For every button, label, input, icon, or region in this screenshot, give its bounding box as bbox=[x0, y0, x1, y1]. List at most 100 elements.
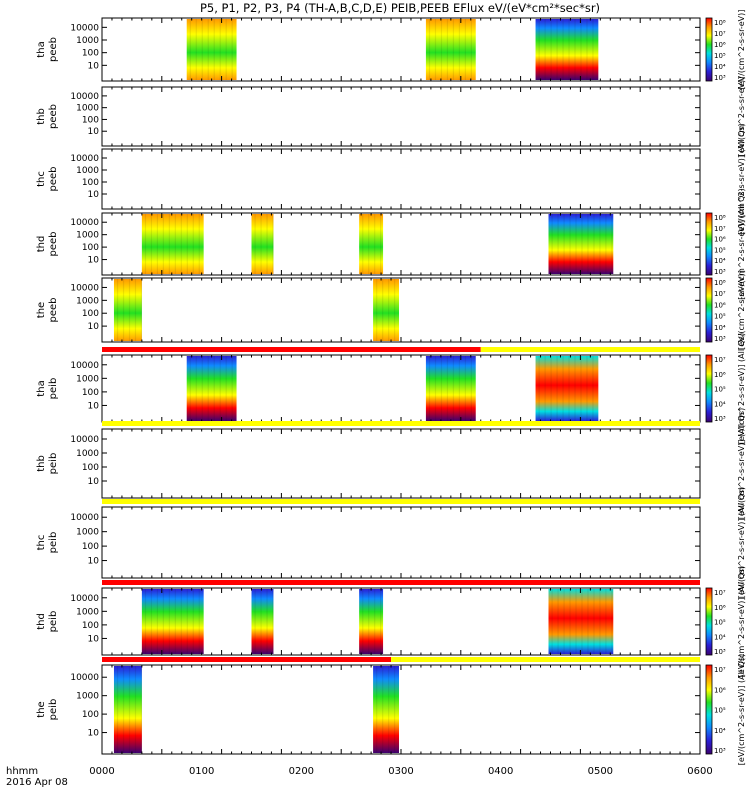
panel-frame bbox=[101, 506, 701, 579]
segment-striation bbox=[538, 356, 540, 421]
segment-striation bbox=[586, 19, 588, 80]
segment-striation bbox=[186, 589, 188, 654]
panel-label-product: peeb bbox=[48, 167, 59, 192]
colorbar-unit-label: [eV/(cm^2-s-sr-eV)] bbox=[737, 77, 746, 157]
panel-label-product: peib bbox=[48, 699, 59, 721]
segment-striation bbox=[544, 19, 546, 80]
panel-label-probe: thd bbox=[36, 236, 47, 253]
colorbar-tick-label: 10⁴ bbox=[714, 257, 726, 265]
y-tick-label: 10 bbox=[88, 557, 100, 567]
segment-striation bbox=[213, 356, 215, 421]
time-axis-label-date: 2016 Apr 08 bbox=[6, 777, 68, 788]
spectrogram-segment bbox=[186, 356, 237, 421]
panel-label-product: peeb bbox=[48, 298, 59, 323]
segment-striation bbox=[254, 214, 256, 274]
spectrogram-segment bbox=[535, 356, 599, 421]
panel-label-product: peib bbox=[48, 532, 59, 554]
segment-striation bbox=[599, 589, 601, 654]
panel-label-probe: thb bbox=[36, 455, 47, 472]
panel-label-probe: thd bbox=[36, 613, 47, 630]
x-tick-label: 0200 bbox=[289, 766, 314, 777]
y-tick-label: 1000 bbox=[76, 231, 99, 241]
segment-striation bbox=[611, 214, 613, 274]
spectrogram-segment bbox=[373, 279, 400, 341]
y-tick-label: 1000 bbox=[76, 607, 99, 617]
segment-striation bbox=[440, 19, 443, 80]
segment-striation bbox=[428, 356, 431, 421]
segment-striation bbox=[195, 19, 197, 80]
segment-striation bbox=[174, 214, 176, 274]
segment-striation bbox=[128, 279, 131, 341]
segment-striation bbox=[382, 279, 384, 341]
segment-striation bbox=[144, 214, 147, 274]
colorbar-tick-label: 10⁵ bbox=[714, 313, 726, 321]
y-tick-label: 1000 bbox=[76, 692, 99, 702]
segment-striation bbox=[380, 214, 382, 274]
segment-striation bbox=[168, 589, 170, 654]
segment-striation bbox=[140, 666, 143, 753]
x-tick-label: 0400 bbox=[488, 766, 513, 777]
colorbar-tick-label: 10⁴ bbox=[714, 727, 726, 735]
colorbar-tick-label: 10⁵ bbox=[714, 619, 726, 627]
y-tick-label: 10 bbox=[88, 634, 100, 644]
y-tick-label: 10000 bbox=[70, 218, 99, 228]
segment-striation bbox=[162, 589, 164, 654]
spectrogram-segment bbox=[251, 214, 274, 274]
segment-striation bbox=[272, 589, 274, 654]
spectrogram-segment bbox=[141, 214, 204, 274]
segment-striation bbox=[207, 356, 209, 421]
y-tick-label: 1000 bbox=[76, 296, 99, 306]
y-tick-label: 100 bbox=[82, 49, 99, 59]
spectrogram-segment bbox=[373, 666, 400, 753]
colorbar-tick-label: 10³ bbox=[714, 268, 726, 276]
segment-striation bbox=[189, 356, 191, 421]
colorbar-tick-label: 10⁷ bbox=[714, 589, 726, 597]
x-tick-label: 0600 bbox=[687, 766, 712, 777]
y-tick-label: 100 bbox=[82, 309, 99, 319]
y-tick-label: 10000 bbox=[70, 594, 99, 604]
colorbar-tick-label: 10⁷ bbox=[714, 30, 726, 38]
segment-striation bbox=[464, 356, 466, 421]
segment-striation bbox=[605, 214, 607, 274]
segment-striation bbox=[446, 19, 449, 80]
y-tick-label: 10 bbox=[88, 190, 100, 200]
y-tick-label: 1000 bbox=[76, 374, 99, 384]
spectrogram-segment bbox=[359, 589, 384, 654]
colorbar-tick-label: 10⁶ bbox=[714, 604, 726, 612]
segment-striation bbox=[189, 19, 191, 80]
panel-label-product: peib bbox=[48, 453, 59, 475]
y-tick-label: 1000 bbox=[76, 104, 99, 114]
status-bar-red bbox=[102, 347, 481, 352]
panel-thb-peib: 10 100 1000 10000 thb peib [eV/(cm^2-s-sr-eV)]… bbox=[36, 408, 746, 519]
segment-striation bbox=[563, 589, 565, 654]
segment-striation bbox=[192, 589, 194, 654]
colorbar-unit-label: [eV/(cm^2-s-sr-eV)] (All Qs) bbox=[737, 123, 746, 234]
status-bar-yellow bbox=[391, 657, 700, 662]
segment-striation bbox=[144, 589, 147, 654]
colorbar-tick-label: 10⁴ bbox=[714, 63, 726, 71]
colorbar bbox=[705, 277, 713, 343]
colorbar-unit-label: [eV/(cm^2-s-sr-eV)] (All Qs) bbox=[737, 566, 746, 677]
status-bar-yellow bbox=[102, 499, 700, 504]
spectrogram-segment bbox=[113, 279, 142, 341]
segment-striation bbox=[574, 356, 576, 421]
segment-striation bbox=[592, 356, 594, 421]
y-tick-label: 100 bbox=[82, 243, 99, 253]
segment-striation bbox=[470, 19, 472, 80]
y-tick-label: 100 bbox=[82, 388, 99, 398]
segment-striation bbox=[225, 19, 227, 80]
segment-striation bbox=[563, 214, 565, 274]
segment-striation bbox=[180, 214, 182, 274]
segment-striation bbox=[544, 356, 546, 421]
y-tick-label: 10000 bbox=[70, 283, 99, 293]
y-tick-label: 10000 bbox=[70, 361, 99, 371]
colorbar-unit-label: [eV/(cm^2-s-sr-eV)] (All Qs) bbox=[737, 188, 746, 299]
colorbar-unit-label: [eV/(cm^2-s-sr-eV)] (All Qs) bbox=[737, 408, 746, 519]
segment-striation bbox=[452, 19, 455, 80]
panel-label-probe: tha bbox=[36, 380, 47, 396]
y-tick-label: 10000 bbox=[70, 435, 99, 445]
segment-striation bbox=[219, 19, 221, 80]
panel-label-product: peeb bbox=[48, 37, 59, 62]
segment-striation bbox=[557, 589, 559, 654]
segment-striation bbox=[382, 666, 384, 753]
